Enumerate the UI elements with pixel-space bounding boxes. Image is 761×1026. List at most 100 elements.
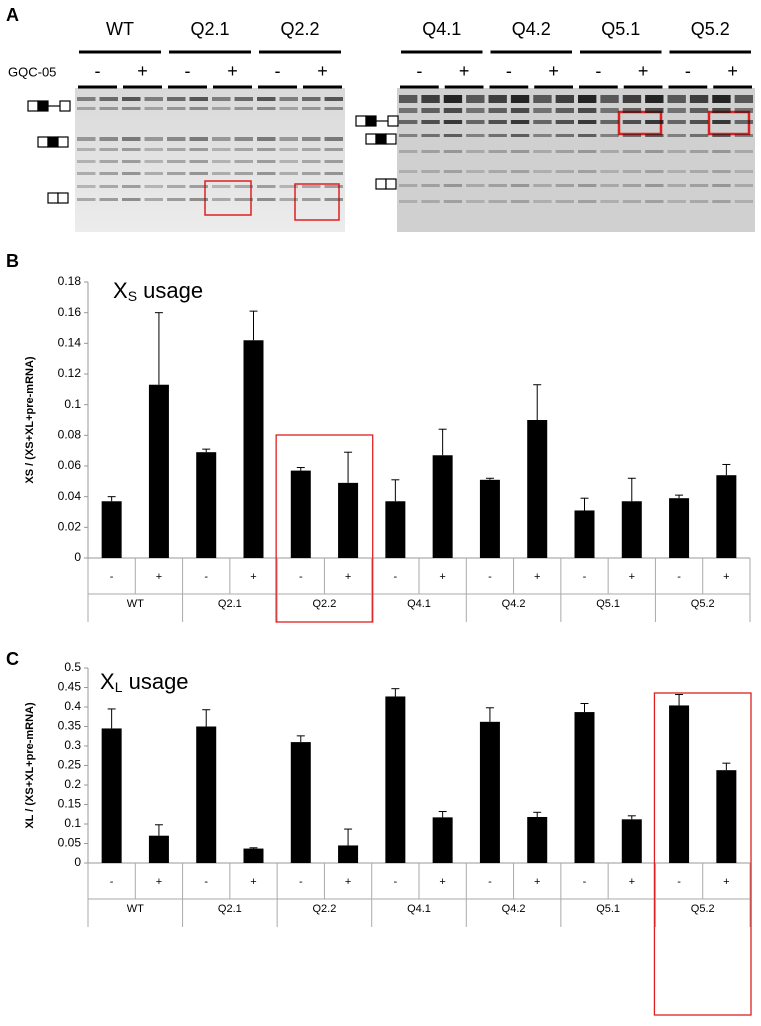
gel-band — [144, 107, 163, 110]
gel-band — [466, 95, 485, 103]
gel-band — [167, 148, 186, 151]
x-tick-label: + — [156, 571, 162, 583]
y-tick-label: 0.35 — [58, 719, 82, 733]
gel-band — [212, 107, 231, 110]
gel-band — [600, 95, 619, 103]
gel-band — [302, 198, 321, 201]
gel-band — [122, 185, 141, 188]
gel-band — [645, 150, 664, 153]
gel-band — [555, 95, 574, 103]
lane-group-label: Q2.2 — [280, 19, 319, 39]
gel-band — [533, 184, 552, 187]
group-label: Q4.1 — [407, 598, 431, 610]
gel-band — [488, 120, 507, 124]
gel-band — [99, 198, 118, 201]
x-tick-label: - — [488, 571, 492, 583]
gel-band — [302, 160, 321, 163]
gel-band — [257, 172, 276, 175]
gel-band — [189, 137, 208, 141]
bar — [479, 721, 500, 863]
bar — [243, 340, 264, 558]
gel-band — [212, 185, 231, 188]
gel-band — [689, 108, 709, 113]
gel-band — [77, 97, 96, 101]
gel-band — [399, 120, 418, 124]
gel-band — [578, 120, 597, 124]
gel-band — [466, 150, 485, 153]
gel-band — [421, 134, 440, 137]
bar — [338, 482, 359, 558]
gel-band — [144, 198, 163, 201]
gel-band — [622, 184, 642, 187]
gel-band — [600, 120, 619, 124]
gel-band — [533, 108, 552, 113]
y-tick-label: 0.3 — [64, 738, 81, 752]
gel-band — [77, 107, 96, 110]
gel-band — [399, 134, 418, 137]
gel-band — [689, 95, 709, 103]
bar — [716, 475, 737, 558]
gel-images — [27, 88, 755, 232]
gel-band — [578, 170, 597, 173]
gel-band — [443, 184, 463, 187]
gel-band — [510, 95, 530, 103]
gel-band — [488, 170, 507, 173]
bar — [432, 817, 453, 863]
gel-band — [167, 160, 186, 163]
title-subscript: L — [115, 679, 123, 695]
gel-band — [279, 198, 298, 201]
y-tick-label: 0.05 — [58, 836, 82, 850]
treatment-label: GQC-05 — [8, 64, 56, 79]
gel-band — [645, 134, 664, 137]
gel-band — [234, 137, 253, 141]
x-tick-label: - — [488, 876, 492, 888]
gel-band — [734, 120, 753, 124]
gel-band — [689, 134, 709, 137]
gel-band — [99, 148, 118, 151]
bar — [669, 498, 690, 558]
gel-band — [622, 200, 642, 203]
x-tick-label: + — [345, 876, 351, 888]
x-tick-label: + — [534, 876, 540, 888]
lane-group-label: Q5.1 — [601, 19, 640, 39]
x-tick-label: - — [394, 571, 398, 583]
sign-label: + — [459, 61, 470, 81]
gel-band — [99, 172, 118, 175]
gel-band — [578, 200, 597, 203]
gel-band — [645, 184, 664, 187]
gel-band — [555, 170, 574, 173]
gel-band — [279, 97, 298, 101]
y-tick-label: 0.16 — [58, 305, 82, 319]
gel-band — [77, 198, 96, 201]
gel-band — [510, 200, 530, 203]
gel-band — [421, 108, 440, 113]
gel-band — [555, 108, 574, 113]
gel-band — [533, 120, 552, 124]
highlight-box — [294, 183, 340, 221]
gel-band — [488, 150, 507, 153]
gel-band — [279, 148, 298, 151]
x-tick-label: - — [583, 571, 587, 583]
chart-title: XS usage — [113, 278, 203, 304]
gel-band — [667, 108, 686, 113]
gel-band — [488, 108, 507, 113]
y-axis-label: XS / (XS+XL+pre-mRNA) — [24, 356, 36, 483]
gel-band — [279, 172, 298, 175]
gel-band — [622, 134, 642, 137]
gel-band — [122, 107, 141, 110]
group-label: Q4.2 — [502, 903, 526, 915]
gel-band — [399, 170, 418, 173]
gel-band — [189, 148, 208, 151]
sign-label: + — [638, 61, 649, 81]
sign-label: + — [317, 61, 328, 81]
gel-band — [443, 200, 463, 203]
gel-band — [734, 95, 753, 103]
y-tick-label: 0.1 — [64, 397, 81, 411]
gel-band — [533, 134, 552, 137]
gel-band — [167, 107, 186, 110]
gel-band — [279, 160, 298, 163]
lane-group-label: Q4.1 — [422, 19, 461, 39]
gel-band — [257, 148, 276, 151]
gel-band — [77, 160, 96, 163]
